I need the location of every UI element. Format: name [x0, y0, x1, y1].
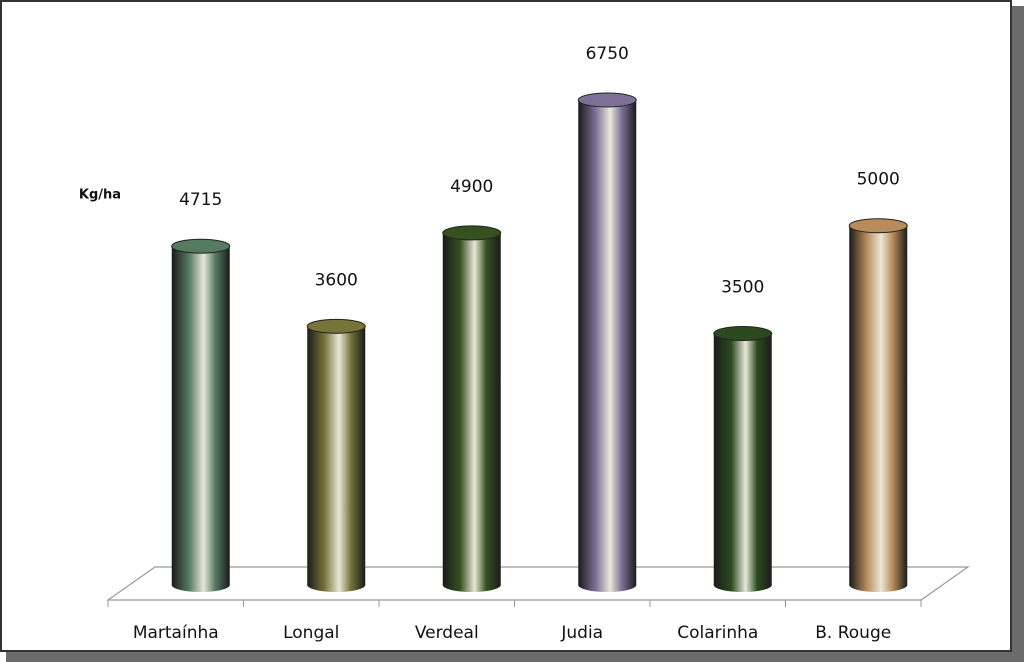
y-axis-label: Kg/ha — [79, 188, 121, 203]
cylinder — [442, 232, 501, 586]
cylinder — [307, 326, 366, 585]
cylinder-top — [713, 326, 773, 342]
cylinder-top — [171, 238, 231, 254]
cylinder-top — [306, 318, 366, 334]
value-label: 3600 — [315, 270, 358, 290]
x-tick-label: Verdeal — [415, 623, 479, 643]
frame-shadow — [6, 652, 1024, 662]
x-tick-label: Longal — [283, 623, 339, 643]
cylinder — [849, 225, 908, 586]
value-label: 5000 — [857, 170, 900, 190]
x-tick-label: Colarinha — [677, 623, 758, 643]
cylinder-top — [442, 225, 502, 241]
frame — [0, 0, 1012, 652]
x-tick-label: Judia — [560, 623, 603, 643]
cylinder — [713, 333, 772, 585]
floor — [106, 566, 970, 601]
value-label: 6750 — [586, 44, 629, 64]
cylinder-top — [848, 218, 908, 234]
cylinder-top — [577, 92, 637, 108]
value-label: 3500 — [721, 278, 764, 298]
value-label: 4900 — [450, 177, 493, 197]
cylinder — [171, 246, 230, 586]
value-label: 4715 — [179, 190, 222, 210]
x-tick-label: Martaínha — [133, 623, 219, 643]
cylinder — [578, 100, 637, 585]
x-tick-label: B. Rouge — [815, 623, 891, 643]
frame-shadow — [1012, 6, 1024, 662]
